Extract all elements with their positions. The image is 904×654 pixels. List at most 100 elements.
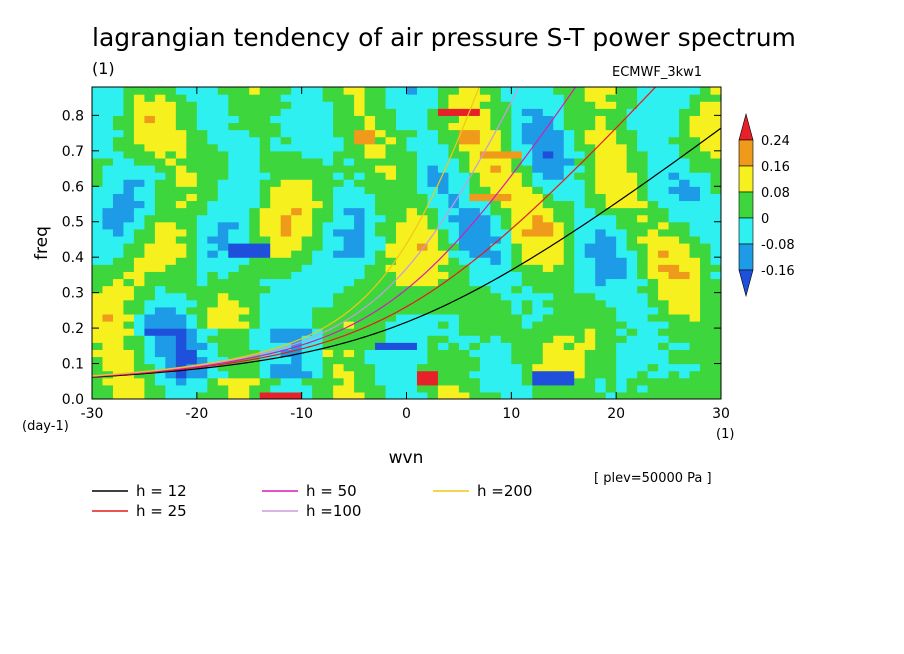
field-cell: [553, 377, 565, 386]
field-cell: [521, 370, 533, 379]
field-cell: [217, 271, 229, 280]
field-cell: [616, 299, 628, 308]
field-cell: [301, 342, 313, 350]
field-cell: [500, 186, 512, 194]
field-cell: [574, 356, 586, 365]
field-cell: [280, 221, 292, 230]
field-cell: [301, 150, 313, 159]
field-cell: [626, 363, 638, 372]
field-cell: [92, 384, 104, 393]
field-cell: [521, 94, 533, 102]
field-cell: [133, 271, 146, 280]
field-cell: [427, 235, 439, 244]
field-cell: [553, 292, 565, 301]
field-cell: [521, 235, 533, 244]
field-cell: [626, 250, 638, 258]
field-cell: [689, 306, 701, 315]
field-cell: [385, 377, 397, 386]
field-cell: [500, 328, 512, 336]
field-cell: [574, 342, 586, 350]
field-cell: [658, 384, 670, 393]
field-cell: [605, 342, 617, 350]
field-cell: [626, 271, 638, 280]
field-cell: [479, 87, 491, 95]
field-cell: [217, 250, 229, 258]
field-cell: [280, 207, 292, 216]
field-cell: [92, 94, 104, 102]
field-cell: [333, 179, 345, 187]
field-cell: [416, 172, 429, 180]
field-cell: [616, 370, 628, 379]
field-cell: [553, 115, 565, 124]
field-cell: [175, 172, 187, 180]
field-cell: [375, 193, 387, 202]
field-cell: [595, 349, 607, 358]
field-cell: [375, 257, 387, 265]
field-cell: [679, 122, 691, 131]
field-cell: [112, 193, 125, 202]
field-cell: [270, 335, 282, 343]
field-cell: [584, 384, 596, 393]
field-cell: [165, 157, 177, 166]
field-cell: [270, 391, 282, 399]
field-cell: [689, 115, 701, 124]
field-cell: [658, 143, 670, 152]
field-cell: [144, 250, 156, 258]
field-cell: [123, 122, 135, 131]
field-cell: [375, 101, 387, 109]
field-cell: [186, 207, 198, 216]
field-cell: [479, 328, 491, 336]
field-cell: [333, 172, 345, 180]
field-cell: [165, 150, 177, 159]
field-cell: [584, 207, 596, 216]
field-cell: [637, 306, 649, 315]
field-cell: [637, 165, 649, 173]
field-cell: [406, 243, 418, 251]
field-cell: [343, 363, 355, 372]
field-cell: [658, 129, 670, 138]
field-cell: [521, 349, 533, 358]
field-cell: [375, 108, 387, 116]
field-cell: [322, 299, 334, 308]
field-cell: [658, 264, 670, 272]
field-cell: [637, 228, 649, 237]
field-cell: [679, 370, 691, 379]
field-cell: [647, 356, 659, 365]
field-cell: [333, 370, 345, 379]
field-cell: [553, 349, 565, 358]
field-cell: [416, 377, 429, 386]
field-cell: [291, 363, 303, 372]
field-cell: [249, 179, 261, 187]
field-cell: [333, 285, 345, 294]
field-cell: [605, 221, 617, 230]
field-cell: [563, 285, 575, 294]
field-cell: [700, 370, 712, 379]
field-cell: [396, 115, 408, 124]
field-cell: [490, 328, 502, 336]
field-cell: [102, 214, 114, 223]
field-cell: [553, 285, 565, 294]
field-cell: [196, 179, 208, 187]
field-cell: [658, 349, 670, 358]
field-cell: [112, 356, 125, 365]
field-cell: [175, 321, 187, 329]
field-cell: [700, 87, 712, 95]
field-cell: [217, 207, 229, 216]
field-cell: [647, 306, 659, 315]
field-cell: [291, 193, 303, 202]
field-cell: [542, 299, 554, 308]
field-cell: [479, 101, 491, 109]
field-cell: [259, 172, 271, 180]
field-cell: [102, 186, 114, 194]
field-cell: [584, 143, 596, 152]
field-cell: [469, 193, 481, 202]
field-cell: [144, 108, 156, 116]
field-cell: [333, 342, 345, 350]
field-cell: [228, 278, 240, 287]
field-cell: [637, 179, 649, 187]
field-cell: [333, 101, 345, 109]
field-cell: [679, 257, 691, 265]
field-cell: [385, 391, 397, 399]
field-cell: [102, 143, 114, 152]
field-cell: [679, 172, 691, 180]
